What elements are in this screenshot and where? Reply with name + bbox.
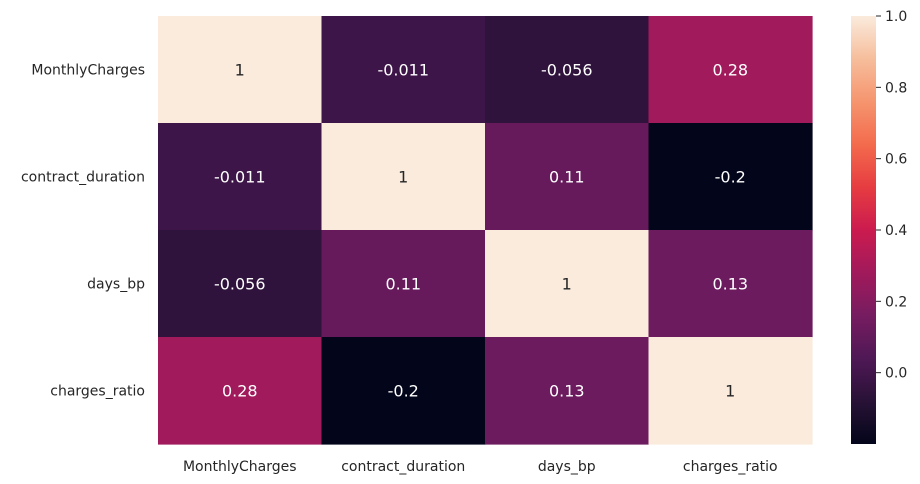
colorbar-tick-label-2: 0.4 (885, 223, 907, 239)
y-tick-label-0: MonthlyCharges (31, 63, 145, 79)
cell-annotation-3-3: 1 (725, 382, 735, 401)
colorbar-gradient (851, 16, 876, 444)
cell-annotation-1-1: 1 (398, 168, 408, 187)
heatmap-cell-1-1 (321, 123, 486, 231)
cell-annotation-3-0: 0.28 (222, 382, 258, 401)
colorbar-tick-label-4: 0.8 (885, 80, 907, 96)
x-tick-label-2: days_bp (538, 459, 596, 475)
heatmap-cell-0-1 (321, 16, 486, 124)
cell-annotation-0-0: 1 (235, 61, 245, 80)
heatmap-cell-0-3 (648, 16, 813, 124)
colorbar-tick-label-3: 0.6 (885, 152, 907, 168)
cell-annotation-3-2: 0.13 (549, 382, 585, 401)
colorbar-tick-label-5: 1.0 (885, 9, 907, 25)
cell-annotation-0-2: -0.056 (541, 61, 593, 80)
colorbar: 0.0 0.2 0.4 0.6 0.8 1.0 (851, 9, 907, 444)
cell-annotation-2-0: -0.056 (214, 275, 266, 294)
y-tick-label-3: charges_ratio (50, 384, 145, 400)
heatmap-cell-1-3 (648, 123, 813, 231)
x-tick-label-3: charges_ratio (683, 459, 778, 475)
heatmap-cell-3-1 (321, 337, 486, 445)
heatmap-cell-2-1 (321, 230, 486, 338)
heatmap-cell-3-2 (485, 337, 650, 445)
heatmap-cell-0-0 (158, 16, 323, 124)
cell-annotation-2-1: 0.11 (385, 275, 421, 294)
y-tick-label-1: contract_duration (21, 170, 145, 186)
heatmap-annotations: 1 -0.011 -0.056 0.28 -0.011 1 0.11 -0.2 -0.056 0.… (214, 61, 748, 401)
heatmap-cell-1-2 (485, 123, 650, 231)
colorbar-tick-label-0: 0.0 (885, 366, 907, 382)
cell-annotation-0-3: 0.28 (712, 61, 748, 80)
cell-annotation-1-2: 0.11 (549, 168, 585, 187)
colorbar-tick-label-1: 0.2 (885, 294, 907, 310)
x-tick-labels: MonthlyCharges contract_duration days_bp ch… (183, 459, 778, 475)
cell-annotation-2-3: 0.13 (712, 275, 748, 294)
heatmap-cell-2-2 (485, 230, 650, 338)
x-tick-label-1: contract_duration (341, 459, 465, 475)
cell-annotation-3-1: -0.2 (388, 382, 419, 401)
heatmap-cell-3-3 (648, 337, 813, 445)
heatmap-cell-2-3 (648, 230, 813, 338)
y-tick-label-2: days_bp (87, 277, 145, 293)
heatmap-cells (158, 16, 813, 445)
y-tick-labels: MonthlyCharges contract_duration days_bpch… (21, 63, 145, 400)
cell-annotation-1-3: -0.2 (715, 168, 746, 187)
heatmap-cell-0-2 (485, 16, 650, 124)
cell-annotation-0-1: -0.011 (377, 61, 429, 80)
x-tick-label-0: MonthlyCharges (183, 459, 297, 475)
cell-annotation-2-2: 1 (562, 275, 572, 294)
heatmap-cell-3-0 (158, 337, 323, 445)
heatmap-cell-2-0 (158, 230, 323, 338)
heatmap-cell-1-0 (158, 123, 323, 231)
cell-annotation-1-0: -0.011 (214, 168, 266, 187)
